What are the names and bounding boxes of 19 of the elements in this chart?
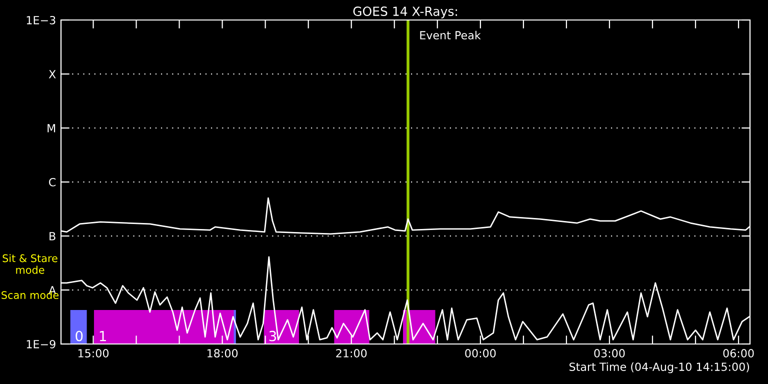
chart-title: GOES 14 X-Rays: xyxy=(353,6,457,18)
text: Sit & Stare mode xyxy=(2,254,58,274)
x-tick-label: 00:00 xyxy=(465,349,496,358)
y-tick-label: M xyxy=(48,124,56,132)
band-label: 3 xyxy=(269,330,276,342)
x-tick-label: 15:00 xyxy=(78,349,109,358)
x-tick-label: 03:00 xyxy=(594,349,625,358)
band-label: 0 xyxy=(76,330,83,342)
band-label: 1 xyxy=(100,330,106,342)
y-tick-label: 1E−9 xyxy=(26,340,56,348)
x-tick-label: 18:00 xyxy=(208,349,238,358)
y-tick-label: X xyxy=(48,70,56,78)
x-axis-title: Start Time (04-Aug-10 14:15:00) xyxy=(569,362,750,374)
y-tick-label: B xyxy=(50,232,56,240)
y-tick-label: 1E−3 xyxy=(26,16,56,24)
x-tick-label: 06:00 xyxy=(723,349,754,358)
x-tick-label: 21:00 xyxy=(336,349,367,358)
y-tick-label: C xyxy=(49,178,56,186)
ref-line-label: Event Peak xyxy=(420,30,481,40)
